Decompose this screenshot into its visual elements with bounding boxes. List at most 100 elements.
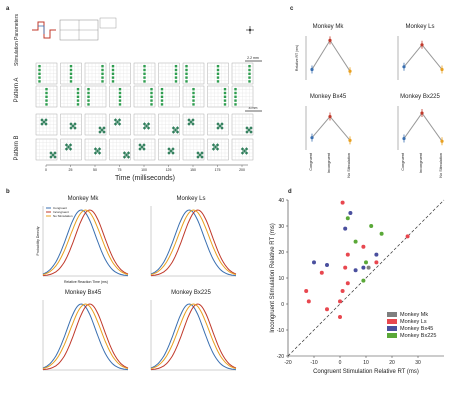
stimulated-electrode: [64, 143, 69, 147]
stimulated-electrode: [45, 103, 48, 106]
stimulated-electrode: [215, 143, 220, 147]
stimulated-electrode: [171, 126, 176, 130]
stimulated-electrode: [69, 68, 73, 72]
density-curve: [42, 303, 129, 370]
stimulated-electrode: [118, 95, 122, 98]
electrode-grid: [109, 138, 131, 161]
stimulated-electrode: [142, 122, 147, 126]
scatter-point: [319, 270, 324, 275]
electrode-grid: [231, 138, 254, 161]
pattern-b-label: Pattern B: [14, 135, 20, 160]
electrode-grid: [182, 113, 205, 136]
stimulated-electrode: [144, 124, 149, 128]
stimulated-electrode: [143, 72, 146, 75]
rt-chart: Monkey Ls: [397, 24, 444, 80]
electrode-grid: [35, 85, 58, 108]
stimulated-electrode: [240, 147, 245, 151]
electrode-grid: [133, 85, 156, 108]
electrode-grid: [182, 62, 205, 85]
stimulated-electrode: [248, 68, 251, 72]
electrode-grid: [231, 113, 254, 136]
scatter-legend-swatch: [387, 312, 397, 317]
stimulated-electrode: [101, 80, 104, 83]
density-chart-title: Monkey Bx45: [65, 290, 102, 296]
scatter-point: [405, 234, 410, 239]
stimulated-electrode: [216, 122, 220, 126]
scatter-point: [338, 315, 342, 319]
scatter-point: [361, 278, 366, 283]
stimulated-electrode: [142, 143, 146, 147]
electrode-grid: [207, 138, 229, 161]
stimulated-electrode: [38, 68, 41, 72]
scatter-legend-label: Monkey Mk: [400, 312, 428, 318]
time-tick-label: 75: [118, 168, 122, 172]
stimulated-electrode: [198, 153, 202, 157]
stimulated-electrode: [49, 155, 53, 159]
identity-line: [287, 199, 445, 357]
scatter-y-tick-label: -20: [277, 354, 284, 360]
stimulated-electrode: [223, 103, 227, 106]
scatter-point: [325, 263, 329, 267]
stimulated-electrode: [242, 149, 247, 153]
stimulated-electrode: [187, 122, 191, 126]
stimulated-electrode: [234, 91, 237, 95]
density-curve: [42, 303, 129, 371]
scatter-point: [343, 265, 348, 270]
stimulated-electrode: [118, 88, 122, 91]
electrode-grid: [109, 113, 131, 136]
stimulated-electrode: [150, 103, 153, 106]
stimulated-electrode: [146, 122, 151, 126]
scatter-point: [353, 239, 358, 244]
stimulated-electrode: [211, 143, 216, 147]
rt-chart: Monkey Bx225 Congruent Incongruent No Stimu…: [397, 94, 444, 178]
stimulated-electrode: [69, 126, 73, 130]
electrode-grid: [207, 113, 229, 136]
stimulated-electrode: [115, 120, 120, 124]
stimulated-electrode: [175, 130, 180, 134]
stimulated-electrode: [101, 68, 104, 72]
stimulated-electrode: [249, 130, 253, 134]
stimulated-electrode: [87, 99, 90, 102]
rt-category-label: Congruent: [309, 152, 313, 171]
electrode-grid: [133, 62, 156, 85]
stimulated-electrode: [142, 147, 146, 151]
stimulated-electrode: [245, 126, 249, 130]
stimulated-electrode: [192, 91, 195, 95]
stimulated-electrode: [248, 72, 251, 75]
scatter-point: [374, 260, 379, 265]
scatter-point: [366, 265, 371, 270]
stimulated-electrode: [218, 124, 222, 128]
scatter-point: [348, 211, 353, 215]
rt-category-label: No Stimulation: [439, 153, 443, 178]
stimulated-electrode: [45, 91, 48, 95]
density-curve: [150, 303, 237, 370]
density-legend-label: No Stimulation: [53, 214, 73, 218]
stimulated-electrode: [87, 103, 90, 106]
stimulated-electrode: [143, 76, 146, 79]
stimulated-electrode: [69, 76, 73, 79]
scatter-x-tick-label: 20: [389, 360, 395, 366]
stimulated-electrode: [143, 65, 146, 68]
stimulated-electrode: [185, 65, 188, 68]
scatter-point: [364, 260, 368, 265]
scatter-point: [345, 252, 350, 257]
stimulated-electrode: [76, 99, 80, 102]
density-chart-title: Monkey Mk: [68, 196, 100, 202]
scatter-point: [345, 216, 350, 221]
stimulated-electrode: [247, 128, 251, 132]
stimulated-electrode: [174, 68, 178, 72]
stimulated-electrode: [118, 91, 122, 95]
stimulated-electrode: [38, 80, 41, 83]
stimulated-electrode: [73, 122, 77, 126]
stimulated-electrode: [38, 76, 41, 79]
rt-point: [328, 114, 332, 119]
stimulated-electrode: [122, 151, 127, 155]
rt-line: [403, 112, 443, 142]
stimulated-electrode: [76, 103, 80, 106]
scatter-point: [345, 281, 350, 286]
stimulated-electrode: [44, 118, 48, 122]
density-legend-label: Incongruent: [53, 210, 69, 214]
stimulated-electrode: [185, 80, 188, 83]
rt-line: [311, 115, 351, 141]
